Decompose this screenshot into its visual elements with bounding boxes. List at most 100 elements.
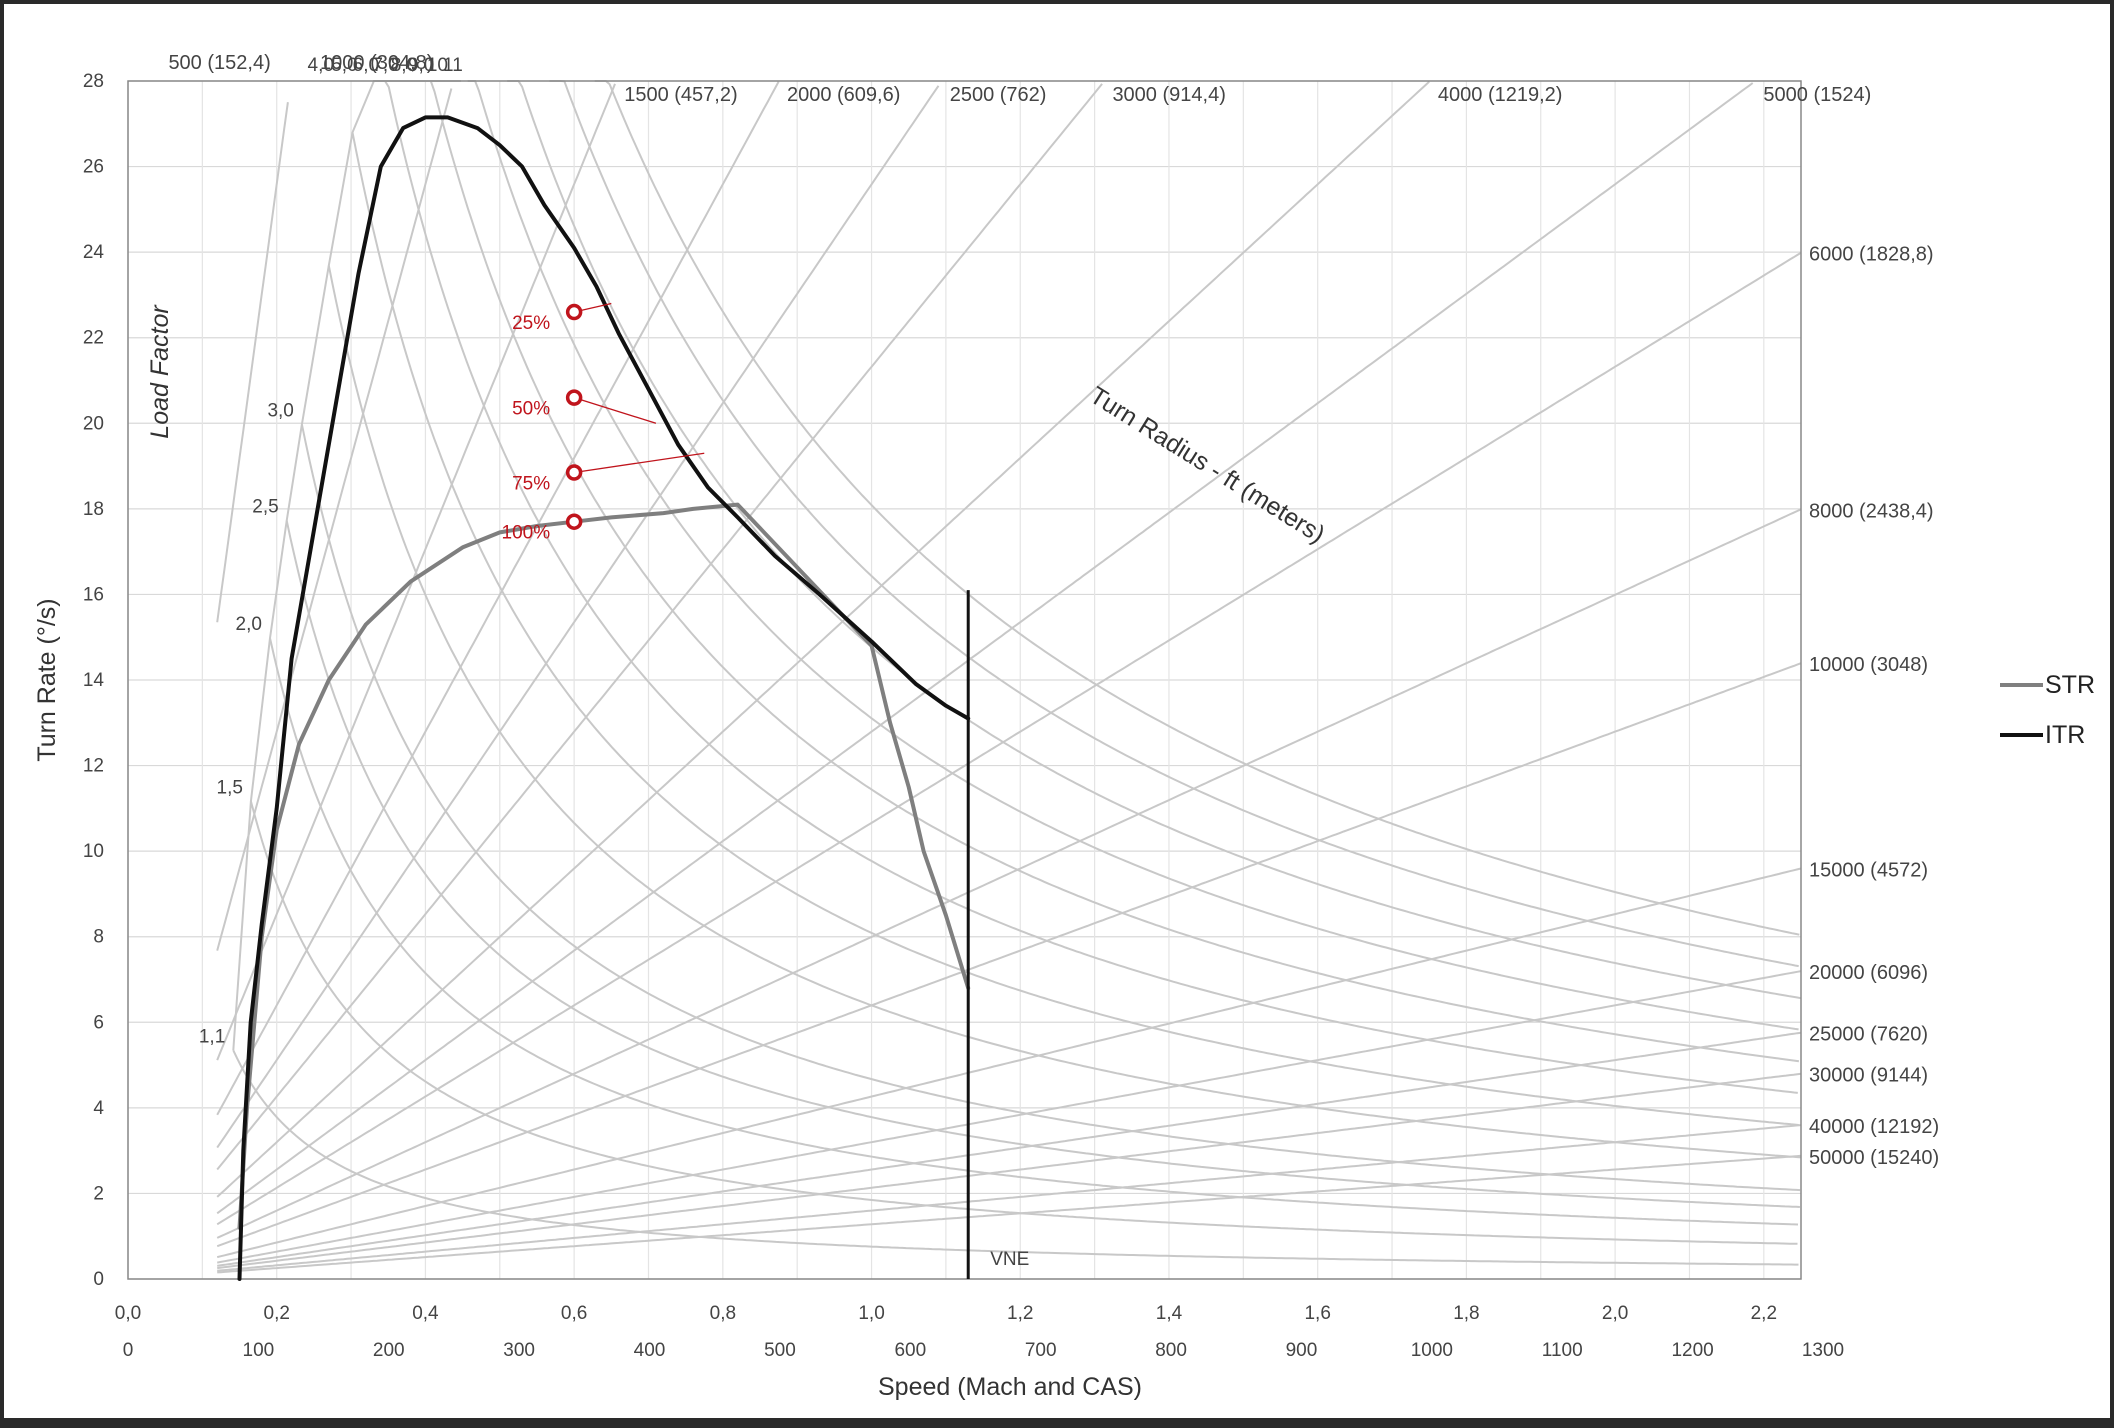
- x-tick-cas-label: 500: [764, 1340, 796, 1361]
- marker-label: 75%: [512, 473, 550, 494]
- series-line-itr: [237, 115, 971, 1281]
- load-factor-label: 4,0: [308, 55, 334, 76]
- x-tick-mach-label: 0,8: [710, 1303, 736, 1324]
- y-tick-label: 26: [83, 157, 104, 178]
- turn-radius-line: [216, 80, 1430, 1198]
- y-tick-label: 14: [83, 670, 105, 691]
- x-tick-cas-label: 700: [1025, 1340, 1057, 1361]
- turn-radius-label: 40000 (12192): [1809, 1116, 1939, 1138]
- x-tick-cas-label: 300: [503, 1340, 535, 1361]
- turn-radius-line: [217, 1072, 1802, 1270]
- turn-radius-label: 15000 (4572): [1809, 859, 1928, 881]
- x-tick-cas-label: 1200: [1671, 1340, 1713, 1361]
- load-factor-title: Load Factor: [146, 304, 174, 439]
- x-tick-cas-label: 800: [1155, 1340, 1187, 1361]
- load-factor-label: 8,0: [391, 55, 417, 76]
- turn-radius-label: 1000 (304,8): [320, 52, 433, 74]
- turn-radius-label: 2000 (609,6): [787, 84, 900, 106]
- marker-leader: [574, 452, 705, 474]
- x-tick-mach-label: 0,0: [115, 1303, 141, 1324]
- marker-point: [565, 303, 583, 321]
- turn-radius-label: 3000 (914,4): [1112, 84, 1225, 106]
- marker-label: 50%: [512, 399, 550, 420]
- load-factor-label: 1,5: [217, 777, 243, 798]
- x-tick-mach-label: 1,4: [1156, 1303, 1183, 1324]
- load-factor-curve: [423, 80, 1800, 1063]
- x-tick-cas-label: 400: [634, 1340, 666, 1361]
- x-tick-cas-label: 1000: [1411, 1340, 1453, 1361]
- y-tick-label: 16: [83, 584, 104, 605]
- turn-radius-line: [216, 82, 1754, 1215]
- turn-radius-line: [217, 970, 1802, 1264]
- turn-radius-line: [216, 83, 616, 1061]
- marker-leader: [573, 396, 657, 424]
- y-tick-label: 8: [93, 927, 104, 948]
- x-tick-cas-label: 200: [373, 1340, 405, 1361]
- x-axis-title: Speed (Mach and CAS): [878, 1373, 1142, 1401]
- x-tick-mach-label: 1,8: [1453, 1303, 1479, 1324]
- y-tick-label: 22: [83, 328, 104, 349]
- load-factor-label: 1,1: [199, 1026, 225, 1047]
- turn-radius-label: 2500 (762): [950, 84, 1047, 106]
- x-tick-mach-label: 1,2: [1007, 1303, 1033, 1324]
- marker-point: [565, 464, 583, 481]
- turn-radius-line: [216, 102, 289, 623]
- legend: STR ITR: [2000, 671, 2095, 749]
- marker-label: 100%: [502, 523, 551, 544]
- load-factor-curve: [351, 132, 1799, 1126]
- marker-label: 25%: [512, 313, 550, 334]
- load-factor-label: 3,0: [267, 400, 293, 421]
- load-factor-label: 11: [443, 55, 463, 76]
- y-axis-title: Turn Rate (°/s): [33, 598, 61, 761]
- turn-radius-label: 10000 (3048): [1809, 654, 1928, 676]
- turn-radius-line: [216, 85, 940, 1149]
- legend-str-label: STR: [2045, 671, 2095, 699]
- y-tick-label: 18: [83, 499, 104, 520]
- x-tick-mach-label: 0,2: [264, 1303, 290, 1324]
- turn-radius-label: 4000 (1219,2): [1438, 84, 1563, 106]
- load-factor-label: 7,0: [372, 55, 398, 76]
- y-tick-label: 2: [93, 1183, 104, 1204]
- x-tick-mach-label: 0,4: [412, 1303, 439, 1324]
- turn-radius-line: [217, 1154, 1802, 1274]
- load-factor-curve: [507, 80, 1802, 1000]
- x-tick-mach-label: 1,6: [1304, 1303, 1330, 1324]
- turn-radius-label: 25000 (7620): [1809, 1024, 1928, 1046]
- load-factor-label: 10: [427, 55, 448, 76]
- x-tick-cas-label: 100: [243, 1340, 275, 1361]
- y-tick-label: 20: [83, 413, 104, 434]
- load-factor-label: 5,0: [331, 55, 357, 76]
- x-tick-mach-label: 2,2: [1751, 1303, 1777, 1324]
- turn-radius-label: 5000 (1524): [1763, 84, 1871, 106]
- x-tick-mach-label: 2,0: [1602, 1303, 1628, 1324]
- load-factor-curve: [549, 80, 1799, 968]
- y-tick-label: 4: [93, 1098, 104, 1119]
- turn-radius-line: [216, 662, 1802, 1248]
- turn-radius-label: 6000 (1828,8): [1809, 244, 1934, 266]
- vne-label: VNE: [990, 1249, 1029, 1270]
- y-tick-label: 28: [83, 71, 104, 92]
- load-factor-label: 2,5: [252, 497, 278, 518]
- legend-itr-label: ITR: [2045, 721, 2085, 749]
- x-tick-cas-label: 600: [894, 1340, 926, 1361]
- turn-radius-label: 8000 (2438,4): [1809, 500, 1934, 522]
- load-factor-curve: [594, 80, 1800, 936]
- load-factor-label: 2,0: [236, 614, 262, 635]
- x-tick-cas-label: 900: [1286, 1340, 1318, 1361]
- marker-point: [565, 513, 583, 530]
- plot-frame: [127, 80, 1802, 1280]
- load-factor-label: 9,0: [408, 55, 434, 76]
- x-tick-cas-label: 0: [123, 1340, 134, 1361]
- turn-radius-label: 20000 (6096): [1809, 962, 1928, 984]
- y-tick-label: 6: [93, 1012, 104, 1033]
- marker-point: [565, 389, 583, 406]
- turn-radius-line: [216, 508, 1802, 1239]
- load-factor-curve: [269, 637, 1799, 1226]
- x-tick-cas-label: 1100: [1542, 1340, 1583, 1361]
- load-factor-curve: [285, 520, 1800, 1208]
- x-tick-cas-label: 1300: [1802, 1340, 1844, 1361]
- turn-radius-line: [216, 867, 1802, 1259]
- turn-radius-line: [216, 88, 453, 951]
- y-tick-label: 0: [93, 1269, 104, 1290]
